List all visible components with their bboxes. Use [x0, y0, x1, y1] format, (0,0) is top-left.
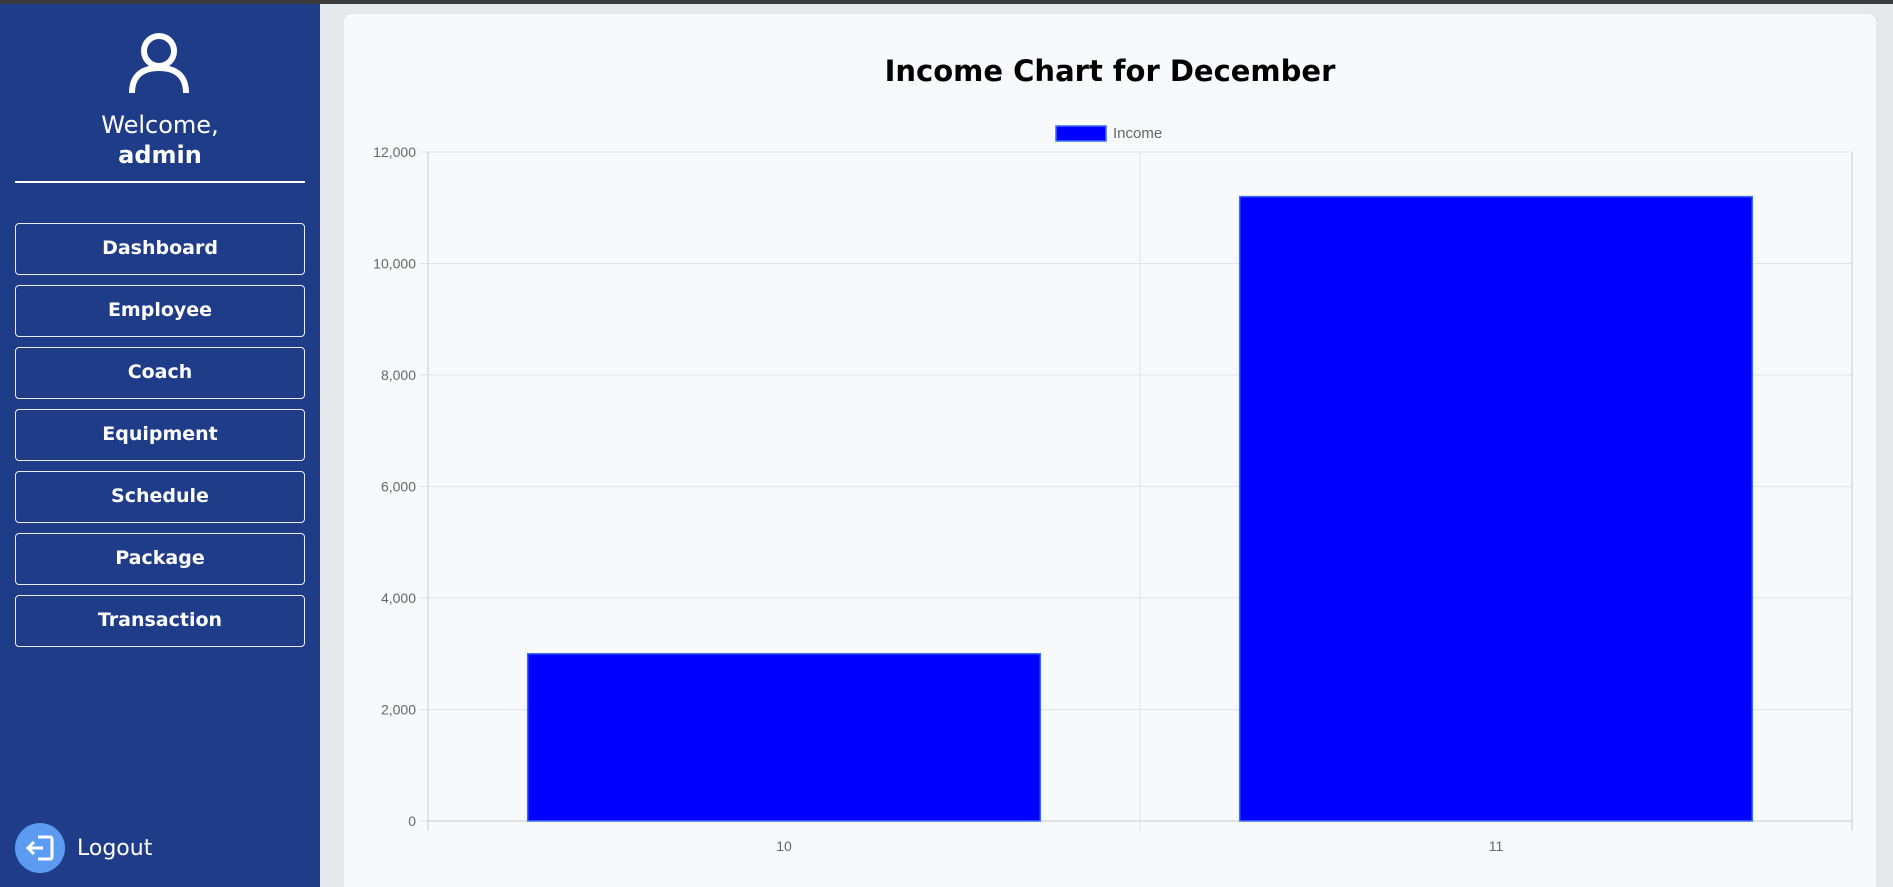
user-icon [129, 33, 189, 94]
y-tick-label: 8,000 [381, 367, 416, 383]
y-tick-label: 12,000 [373, 144, 416, 160]
chart-title: Income Chart for December [884, 54, 1336, 88]
username: admin [118, 141, 202, 169]
nav-equipment-button[interactable]: Equipment [15, 409, 305, 461]
bar-11 [1238, 195, 1754, 822]
legend-label: Income [1113, 125, 1162, 142]
x-tick-label: 10 [776, 838, 792, 854]
nav-employee-button[interactable]: Employee [15, 285, 305, 337]
y-tick-label: 10,000 [373, 256, 416, 272]
nav-transaction-button[interactable]: Transaction [15, 595, 305, 647]
y-tick-label: 4,000 [381, 590, 416, 606]
nav-package-button[interactable]: Package [15, 533, 305, 585]
window-top-strip [0, 0, 1893, 4]
y-tick-label: 6,000 [381, 479, 416, 495]
y-tick-label: 0 [408, 813, 416, 829]
x-tick-label: 11 [1489, 838, 1504, 854]
welcome-text: Welcome, [101, 111, 219, 139]
y-tick-label: 2,000 [381, 702, 416, 718]
bar-10 [526, 653, 1042, 822]
logout-label: Logout [77, 835, 153, 861]
nav-schedule-button[interactable]: Schedule [15, 471, 305, 523]
sidebar: Welcome, admin Dashboard Employee Coach … [0, 4, 320, 887]
chart-card: Income Chart for December 0 2,000 4,000 6,0… [344, 14, 1876, 887]
sidebar-nav: Dashboard Employee Coach Equipment Sched… [15, 223, 305, 657]
logout-button[interactable]: Logout [15, 823, 152, 873]
income-chart: 0 2,000 4,000 6,000 8,000 10,000 12,000 10 11 Inc… [373, 125, 1853, 854]
legend-swatch [1055, 125, 1107, 142]
nav-coach-button[interactable]: Coach [15, 347, 305, 399]
logout-icon [15, 823, 65, 873]
sidebar-divider [15, 181, 305, 183]
nav-dashboard-button[interactable]: Dashboard [15, 223, 305, 275]
